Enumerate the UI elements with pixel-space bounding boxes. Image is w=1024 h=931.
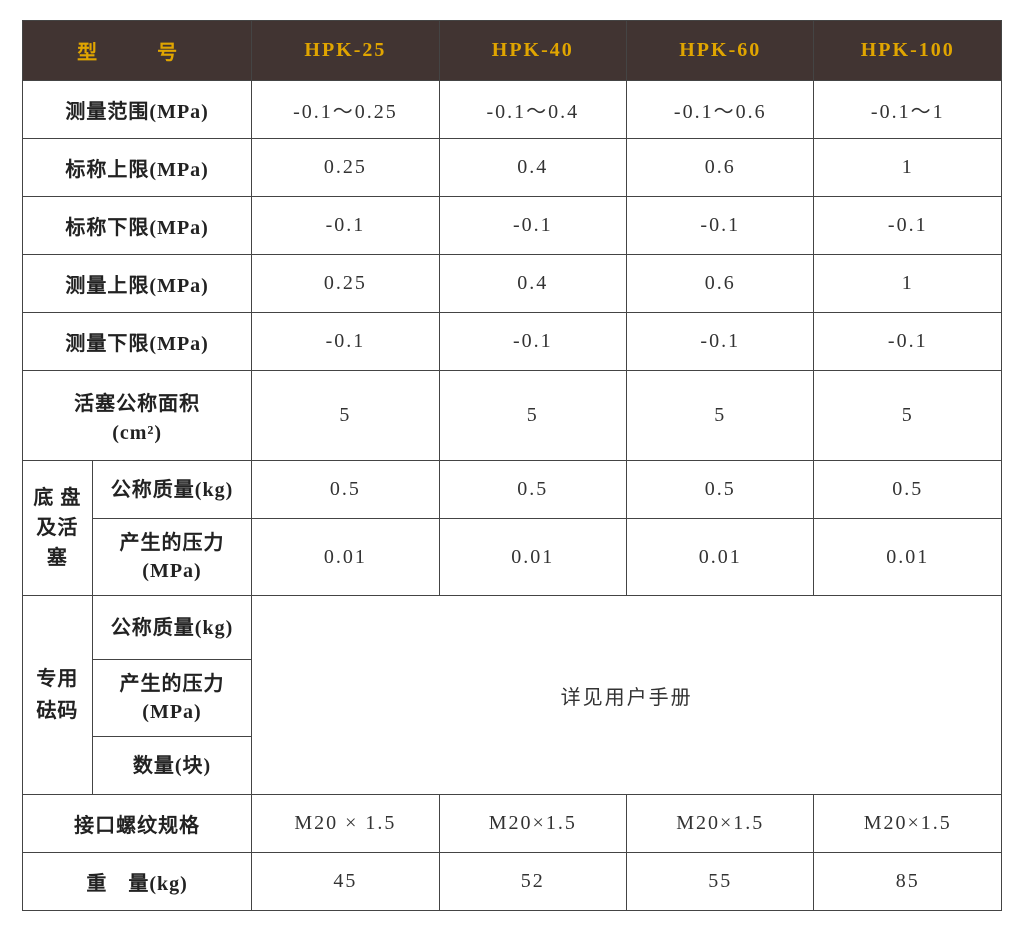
cell: 45 — [252, 853, 439, 911]
cell: -0.1～0.25 — [252, 81, 439, 139]
table-row: 测量上限(MPa) 0.25 0.4 0.6 1 — [23, 255, 1002, 313]
cell: 52 — [439, 853, 626, 911]
row-label-thread-spec: 接口螺纹规格 — [23, 795, 252, 853]
cell: 5 — [627, 371, 814, 461]
row-label-special-pressure: 产生的压力(MPa) — [92, 660, 251, 737]
cell: -0.1～1 — [814, 81, 1002, 139]
cell: 0.01 — [814, 519, 1002, 596]
table-row: 标称上限(MPa) 0.25 0.4 0.6 1 — [23, 139, 1002, 197]
cell: 0.01 — [439, 519, 626, 596]
row-label-chassis-piston-group: 底 盘及活塞 — [23, 461, 93, 596]
cell: -0.1 — [439, 313, 626, 371]
header-col-3: HPK-60 — [627, 21, 814, 81]
cell: 0.01 — [627, 519, 814, 596]
row-label-special-quantity: 数量(块) — [92, 737, 251, 795]
cell: 5 — [252, 371, 439, 461]
cell: 85 — [814, 853, 1002, 911]
table-row: 底 盘及活塞 公称质量(kg) 0.5 0.5 0.5 0.5 — [23, 461, 1002, 519]
table-row: 测量下限(MPa) -0.1 -0.1 -0.1 -0.1 — [23, 313, 1002, 371]
table-row: 专用砝码 公称质量(kg) 详见用户手册 — [23, 596, 1002, 660]
piston-area-line1: 活塞公称面积 — [29, 387, 245, 416]
cell: M20×1.5 — [814, 795, 1002, 853]
header-col-2: HPK-40 — [439, 21, 626, 81]
table-row: 活塞公称面积 (cm²) 5 5 5 5 — [23, 371, 1002, 461]
row-label-weight: 重 量(kg) — [23, 853, 252, 911]
cell: 5 — [439, 371, 626, 461]
header-col-1: HPK-25 — [252, 21, 439, 81]
cell: 0.6 — [627, 139, 814, 197]
cell: -0.1 — [814, 197, 1002, 255]
row-label-nominal-upper: 标称上限(MPa) — [23, 139, 252, 197]
table-row: 产生的压力(MPa) 0.01 0.01 0.01 0.01 — [23, 519, 1002, 596]
table-header-row: 型 号 HPK-25 HPK-40 HPK-60 HPK-100 — [23, 21, 1002, 81]
table-row: 接口螺纹规格 M20 × 1.5 M20×1.5 M20×1.5 M20×1.5 — [23, 795, 1002, 853]
cell: 0.01 — [252, 519, 439, 596]
spec-table: 型 号 HPK-25 HPK-40 HPK-60 HPK-100 测量范围(MP… — [22, 20, 1002, 911]
cell: -0.1 — [814, 313, 1002, 371]
cell: -0.1 — [252, 313, 439, 371]
cell: -0.1～0.4 — [439, 81, 626, 139]
cell: 0.25 — [252, 255, 439, 313]
cell-merged-manual: 详见用户手册 — [252, 596, 1002, 795]
cell: -0.1～0.6 — [627, 81, 814, 139]
cell: -0.1 — [439, 197, 626, 255]
row-label-piston-area: 活塞公称面积 (cm²) — [23, 371, 252, 461]
cell: 0.5 — [627, 461, 814, 519]
cell: 0.6 — [627, 255, 814, 313]
row-label-chassis-nominal-mass: 公称质量(kg) — [92, 461, 251, 519]
row-label-measure-lower: 测量下限(MPa) — [23, 313, 252, 371]
row-label-measure-range: 测量范围(MPa) — [23, 81, 252, 139]
cell: 5 — [814, 371, 1002, 461]
row-label-special-nominal-mass: 公称质量(kg) — [92, 596, 251, 660]
header-col-4: HPK-100 — [814, 21, 1002, 81]
table-row: 标称下限(MPa) -0.1 -0.1 -0.1 -0.1 — [23, 197, 1002, 255]
cell: 0.4 — [439, 139, 626, 197]
table-row: 重 量(kg) 45 52 55 85 — [23, 853, 1002, 911]
cell: 1 — [814, 255, 1002, 313]
table-row: 测量范围(MPa) -0.1～0.25 -0.1～0.4 -0.1～0.6 -0… — [23, 81, 1002, 139]
cell: 0.25 — [252, 139, 439, 197]
cell: M20×1.5 — [627, 795, 814, 853]
cell: 0.4 — [439, 255, 626, 313]
header-model-label: 型 号 — [23, 21, 252, 81]
row-label-nominal-lower: 标称下限(MPa) — [23, 197, 252, 255]
cell: 0.5 — [439, 461, 626, 519]
cell: -0.1 — [252, 197, 439, 255]
cell: -0.1 — [627, 197, 814, 255]
cell: 1 — [814, 139, 1002, 197]
cell: -0.1 — [627, 313, 814, 371]
row-label-chassis-pressure: 产生的压力(MPa) — [92, 519, 251, 596]
cell: 0.5 — [814, 461, 1002, 519]
cell: 55 — [627, 853, 814, 911]
piston-area-line2: (cm²) — [29, 422, 245, 445]
cell: M20 × 1.5 — [252, 795, 439, 853]
cell: M20×1.5 — [439, 795, 626, 853]
row-label-special-weight-group: 专用砝码 — [23, 596, 93, 795]
cell: 0.5 — [252, 461, 439, 519]
row-label-measure-upper: 测量上限(MPa) — [23, 255, 252, 313]
